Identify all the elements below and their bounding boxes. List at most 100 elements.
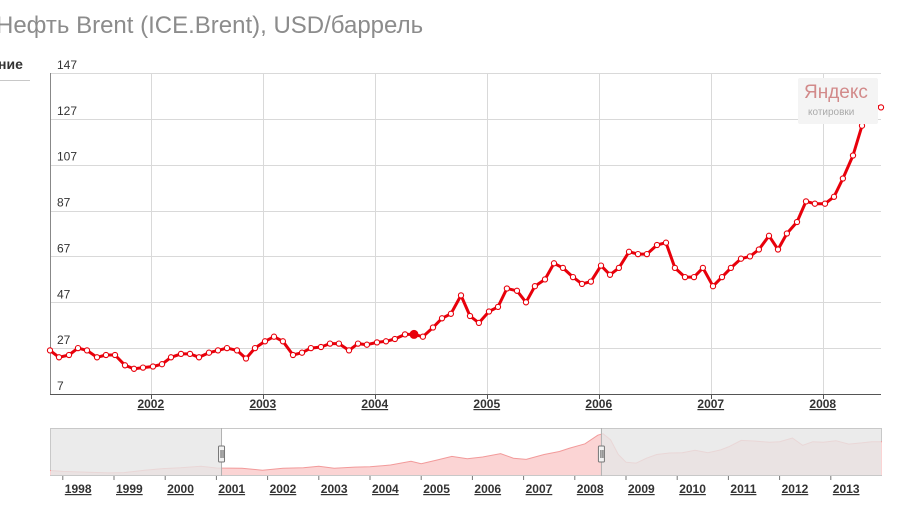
data-point xyxy=(457,292,465,299)
x-tick-label: 2004 xyxy=(361,397,388,411)
x-tick-label: 2005 xyxy=(473,397,500,411)
data-point xyxy=(466,312,474,320)
price-series xyxy=(46,101,885,372)
navigator-year-label: 2006 xyxy=(474,482,501,496)
navigator-year-label: 1998 xyxy=(65,482,92,496)
navigator-year-label: 2005 xyxy=(423,482,450,496)
data-point xyxy=(391,335,399,343)
y-tick-label: 87 xyxy=(57,196,71,210)
data-point xyxy=(261,338,269,345)
navigator-year-label: 2002 xyxy=(270,482,297,496)
data-point xyxy=(177,350,185,358)
data-point xyxy=(550,260,558,267)
navigator-year-label: 1999 xyxy=(116,482,143,496)
navigator-year-label: 2013 xyxy=(833,482,860,496)
data-point xyxy=(242,355,250,362)
navigator-year-label: 2000 xyxy=(167,482,194,496)
data-point xyxy=(55,354,63,361)
data-point xyxy=(653,241,661,249)
x-tick-label: 2002 xyxy=(137,397,164,411)
data-point xyxy=(821,200,829,207)
data-point xyxy=(298,349,306,356)
data-point xyxy=(149,363,157,370)
navigator-year-label: 2001 xyxy=(218,482,245,496)
data-point xyxy=(121,362,129,369)
navigator-year-label: 2003 xyxy=(321,482,348,496)
navigator-area xyxy=(50,433,882,475)
data-point xyxy=(279,338,287,345)
data-point xyxy=(774,246,782,253)
side-tab-underline xyxy=(0,80,30,81)
data-point xyxy=(447,310,455,317)
y-tick-label: 7 xyxy=(57,379,64,393)
data-point xyxy=(849,152,857,159)
data-point xyxy=(830,193,838,200)
x-tick-labels: 2002 2003 2004 2005 2006 2007 2008 xyxy=(137,397,836,411)
data-point xyxy=(690,273,698,281)
main-axis xyxy=(50,73,881,399)
data-point xyxy=(373,339,381,346)
y-tick-labels: 7 27 47 67 87 107 127 147 xyxy=(57,58,77,393)
data-point xyxy=(195,354,203,361)
data-point xyxy=(559,264,567,272)
data-point xyxy=(634,250,642,258)
data-point xyxy=(158,361,166,368)
logo-brand: Яндекс xyxy=(804,82,868,103)
data-point xyxy=(737,255,745,262)
navigator-mask-right xyxy=(601,429,881,475)
navigator-handles xyxy=(218,445,605,463)
data-point xyxy=(643,250,651,258)
data-point xyxy=(65,351,73,359)
data-point xyxy=(102,351,110,359)
data-point xyxy=(681,273,689,281)
navigator-year-labels: 1998 1999 2000 2001 2002 2003 2004 2005 2006 2007… xyxy=(62,476,860,496)
data-point xyxy=(419,333,427,340)
data-point xyxy=(671,264,679,272)
logo-subtitle: котировки xyxy=(808,107,855,118)
data-point xyxy=(513,287,521,294)
yandex-logo: Яндекс котировки xyxy=(798,78,878,124)
side-tab-label[interactable]: ние xyxy=(0,56,23,72)
data-point xyxy=(345,347,353,354)
navigator-year-label: 2009 xyxy=(628,482,655,496)
y-tick-label: 107 xyxy=(57,150,77,164)
data-point xyxy=(606,271,614,278)
x-tick-label: 2003 xyxy=(249,397,276,411)
data-point xyxy=(326,340,334,347)
data-point xyxy=(578,280,586,288)
data-point xyxy=(699,264,707,272)
navigator-year-label: 2004 xyxy=(372,482,399,496)
data-point xyxy=(438,315,446,322)
data-point xyxy=(765,232,773,239)
data-point xyxy=(793,218,801,226)
data-point xyxy=(335,340,343,347)
x-tick-label: 2006 xyxy=(585,397,612,411)
navigator-year-label: 2008 xyxy=(577,482,604,496)
y-tick-label: 147 xyxy=(57,58,77,72)
navigator-year-label: 2011 xyxy=(730,482,756,496)
data-point xyxy=(475,319,483,327)
data-point xyxy=(802,198,810,205)
data-point xyxy=(877,104,885,111)
x-tick-label: 2007 xyxy=(697,397,724,411)
data-point xyxy=(625,248,633,255)
navigator-year-label: 2010 xyxy=(679,482,706,496)
data-point xyxy=(139,364,147,371)
data-point xyxy=(251,344,259,352)
data-point xyxy=(186,350,194,358)
data-point xyxy=(522,299,530,306)
navigator-masks xyxy=(51,428,881,476)
data-point xyxy=(205,349,213,356)
data-point xyxy=(839,175,847,182)
data-point xyxy=(531,283,539,290)
page-title: Нефть Brent (ICE.Brent), USD/баррель xyxy=(0,12,424,39)
navigator-frame xyxy=(50,428,882,476)
data-point xyxy=(485,308,493,315)
data-point xyxy=(83,347,91,354)
navigator-mask-left xyxy=(51,429,222,475)
range-handle-right xyxy=(597,445,605,463)
data-point xyxy=(74,344,82,352)
data-point xyxy=(811,200,819,207)
data-point xyxy=(727,264,735,272)
